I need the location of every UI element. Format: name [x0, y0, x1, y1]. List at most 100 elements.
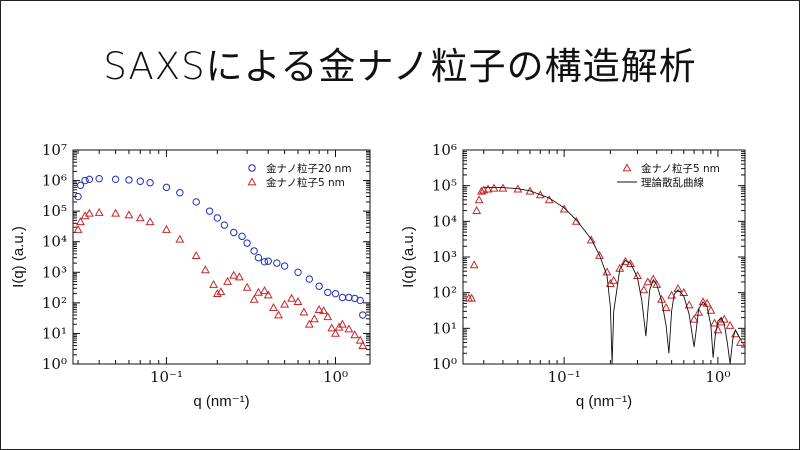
chart0-series-0 [74, 175, 367, 319]
chart0-y-tick-label: 10² [42, 294, 67, 312]
chart0-data-point [254, 253, 263, 262]
chart0-data-point [331, 289, 340, 298]
chart0-data-point [294, 268, 302, 276]
chart1-data-point [535, 190, 545, 199]
chart1-x-tick-label: 10⁰ [705, 368, 730, 386]
chart1-y-tick-label: 10³ [432, 248, 457, 266]
chart0-legend-label: 金ナノ粒子5 nm [266, 176, 345, 189]
chart0-plot-frame [72, 149, 371, 365]
chart0-data-point [125, 176, 133, 184]
chart1-data-point [694, 307, 704, 316]
chart0-y-axis-title: I(q) (a.u.) [10, 226, 27, 288]
chart1-data-point [725, 320, 735, 329]
chart0-x-tick-label: 10⁰ [323, 368, 348, 386]
chart0-legend-marker [248, 164, 256, 172]
chart1-data-point [648, 274, 658, 283]
chart1-data-point [706, 305, 716, 314]
chart0-data-point [356, 296, 364, 305]
chart1-data-point [472, 205, 482, 214]
chart1-data-point [586, 235, 596, 244]
chart0-data-point [253, 287, 263, 296]
chart0-data-point [229, 270, 239, 279]
chart0-data-point [220, 221, 229, 229]
chart1-series-line [483, 186, 741, 365]
chart1-y-tick-label: 10⁵ [432, 177, 457, 195]
chart0-legend-label: 金ナノ粒子20 nm [266, 162, 352, 175]
chart0-data-point [280, 262, 289, 270]
chart0-data-point [85, 175, 94, 184]
chart0-data-point [304, 319, 314, 328]
chart0-y-tick-label: 10⁰ [42, 355, 67, 373]
chart1-y-tick-label: 10² [432, 284, 457, 302]
chart0-data-point [212, 289, 222, 298]
chart1-data-point [467, 293, 476, 302]
chart0-data-point [250, 247, 258, 255]
chart0-data-point [344, 324, 354, 333]
chart1-data-point [710, 318, 719, 327]
chart0-data-point [74, 192, 82, 201]
chart0-data-point [274, 310, 283, 319]
chart0-data-point [359, 311, 367, 319]
chart0-data-point [309, 314, 319, 323]
chart0-data-point [230, 228, 238, 237]
chart0-data-point [243, 239, 251, 247]
chart1-data-point [673, 283, 683, 292]
chart0-data-point [192, 198, 200, 206]
chart0-data-point [345, 293, 353, 302]
chart0-data-point [331, 328, 340, 337]
chart0-data-point [200, 265, 210, 274]
chart0-data-point [319, 306, 329, 315]
chart1-data-point [698, 297, 708, 306]
chart0-data-point [145, 217, 155, 226]
chart0-data-point [338, 293, 347, 302]
chart0-data-point [323, 312, 333, 321]
chart1-legend-label: 金ナノ粒子5 nm [641, 162, 720, 175]
chart0-data-point [216, 287, 226, 296]
chart0-series-1 [73, 207, 368, 349]
chart0-data-point [287, 293, 297, 302]
chart1-x-tick-label: 10⁻¹ [548, 368, 581, 386]
chart1-data-point [483, 184, 493, 193]
chart0-data-point [223, 276, 233, 285]
chart0-data-point [176, 189, 184, 197]
chart0-data-point [81, 176, 89, 185]
chart1-data-point [661, 303, 671, 312]
chart0-y-tick-label: 10⁷ [42, 141, 67, 159]
chart0-y-tick-label: 10³ [42, 263, 67, 281]
chart0-data-point [111, 208, 121, 217]
chart1-data-point [469, 260, 479, 269]
chart1-data-point [684, 300, 694, 309]
chart0-data-point [338, 319, 347, 328]
chart0-y-tick-label: 10¹ [42, 324, 67, 342]
chart0-data-point [305, 275, 314, 283]
chart1-data-point [477, 186, 486, 195]
chart0-data-point [260, 258, 269, 266]
chart0-data-point [293, 296, 303, 305]
chart0-data-point [327, 323, 337, 332]
chart0-data-point [280, 299, 290, 308]
chart0-data-point [76, 181, 85, 190]
chart1-data-point [559, 204, 569, 213]
chart1-data-point [595, 250, 605, 259]
chart0-y-tick-label: 10⁶ [42, 172, 67, 190]
chart0-data-point [213, 214, 222, 222]
chart1-y-tick-label: 10⁶ [432, 141, 457, 159]
chart1-data-point [609, 275, 619, 284]
chart0-data-point [135, 213, 145, 222]
chart0-data-point [162, 183, 171, 192]
chart0-data-point [205, 207, 214, 215]
chart0-data-point [324, 288, 332, 297]
chart0-data-point [95, 175, 103, 183]
chart1-data-point [713, 325, 723, 334]
chart1-series-0 [464, 183, 745, 346]
chart0-data-point [299, 307, 309, 316]
chart1-data-point [667, 290, 677, 299]
chart0-data-point [136, 177, 144, 185]
chart0-data-point [175, 234, 185, 243]
chart0-x-tick-label: 10⁻¹ [150, 368, 183, 386]
chart1-data-point [571, 216, 581, 225]
chart1-data-point [639, 285, 649, 294]
chart0-data-point [358, 340, 368, 349]
chart0-data-point [273, 259, 281, 267]
